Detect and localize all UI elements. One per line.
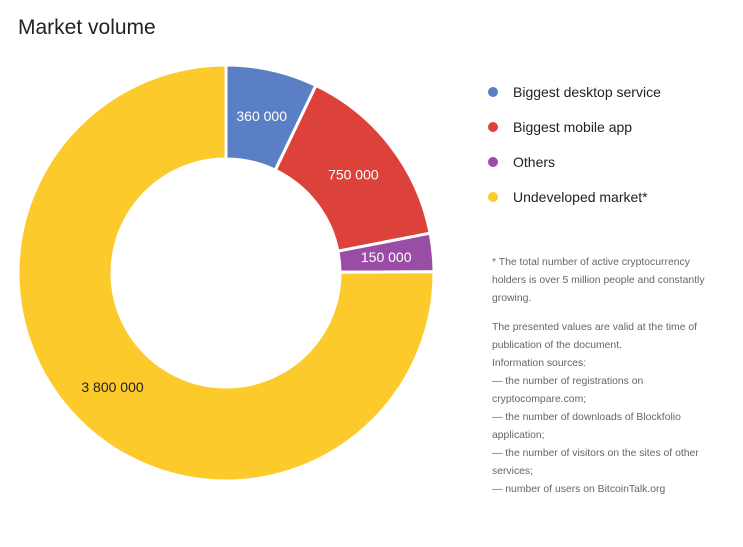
legend-label: Biggest desktop service (513, 83, 661, 100)
legend-item-undeveloped-market[interactable]: Undeveloped market* (488, 179, 661, 214)
legend-item-mobile-app[interactable]: Biggest mobile app (488, 109, 661, 144)
legend-swatch-icon (488, 86, 498, 97)
footnote-source-item: — the number of downloads of Blockfolio … (492, 412, 681, 441)
slice-value-label: 150 000 (361, 249, 412, 265)
footnote-source-item: — the number of registrations on cryptoc… (492, 376, 644, 405)
chart-title: Market volume (18, 16, 156, 39)
legend-label: Biggest mobile app (513, 118, 633, 135)
slice-undeveloped-market[interactable] (16, 63, 436, 483)
slice-value-label: 3 800 000 (81, 379, 143, 395)
donut-chart: 360 000 750 000 150 000 3 800 000 (16, 63, 436, 483)
legend-swatch-icon (488, 121, 498, 132)
footnote-total-holders: * The total number of active cryptocurre… (492, 257, 705, 304)
slice-value-label: 360 000 (236, 108, 287, 124)
footnote-sources-title: Information sources: (492, 358, 587, 369)
slice-value-label: 750 000 (328, 167, 379, 183)
chart-legend: Biggest desktop service Biggest mobile a… (488, 74, 661, 214)
legend-label: Undeveloped market* (513, 188, 648, 205)
legend-swatch-icon (488, 191, 498, 202)
footnote-validity: The presented values are valid at the ti… (492, 322, 698, 351)
legend-label: Others (513, 153, 556, 170)
slice-biggest-mobile-app[interactable] (273, 83, 432, 253)
legend-item-others[interactable]: Others (488, 144, 661, 179)
legend-swatch-icon (488, 156, 498, 167)
footnote-source-item: — number of users on BitcoinTalk.org (492, 484, 666, 495)
footnote-source-item: — the number of visitors on the sites of… (492, 448, 699, 477)
legend-item-desktop-service[interactable]: Biggest desktop service (488, 74, 661, 109)
chart-footnote: * The total number of active cryptocurre… (492, 254, 717, 499)
